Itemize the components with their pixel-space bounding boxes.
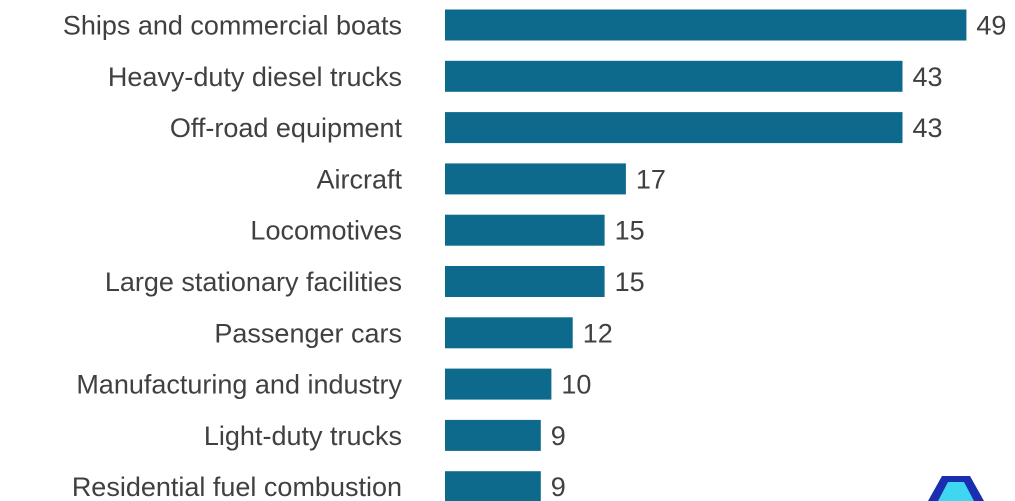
category-label-1: Heavy-duty diesel trucks <box>108 62 402 92</box>
category-label-3: Aircraft <box>316 164 402 194</box>
category-label-9: Residential fuel combustion <box>72 472 402 501</box>
category-label-6: Passenger cars <box>214 318 402 348</box>
category-label-8: Light-duty trucks <box>204 421 402 451</box>
value-label-3: 17 <box>636 164 666 194</box>
value-label-9: 9 <box>551 472 566 501</box>
value-label-2: 43 <box>913 113 943 143</box>
bar-2 <box>445 112 903 144</box>
bar-4 <box>445 214 605 246</box>
category-label-0: Ships and commercial boats <box>63 11 402 41</box>
value-label-6: 12 <box>583 318 613 348</box>
bar-5 <box>445 266 605 297</box>
value-label-4: 15 <box>615 216 645 246</box>
bar-0 <box>445 9 967 41</box>
category-label-7: Manufacturing and industry <box>76 370 402 400</box>
category-labels: Ships and commercial boats Heavy-duty die… <box>63 11 403 501</box>
bar-3 <box>445 163 626 195</box>
value-label-0: 49 <box>976 11 1006 41</box>
category-label-5: Large stationary facilities <box>105 267 402 297</box>
category-label-4: Locomotives <box>250 216 402 246</box>
bar-7 <box>445 368 552 400</box>
bars <box>445 9 967 501</box>
category-label-2: Off-road equipment <box>170 113 403 143</box>
value-label-7: 10 <box>561 370 591 400</box>
bar-6 <box>445 317 573 349</box>
value-label-1: 43 <box>913 62 943 92</box>
value-label-8: 9 <box>551 421 566 451</box>
bar-8 <box>445 419 541 451</box>
bar-9 <box>445 471 541 501</box>
logo-icon <box>928 476 984 501</box>
bar-1 <box>445 60 903 92</box>
value-label-5: 15 <box>615 267 645 297</box>
